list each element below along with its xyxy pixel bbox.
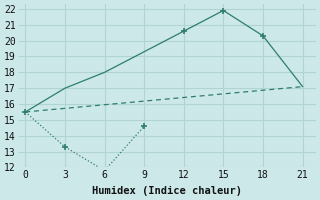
X-axis label: Humidex (Indice chaleur): Humidex (Indice chaleur): [92, 186, 242, 196]
